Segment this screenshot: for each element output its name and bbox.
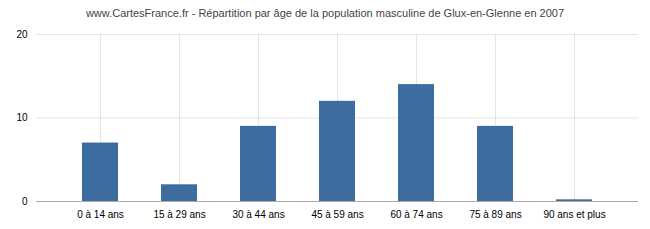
svg-text:20: 20: [16, 29, 28, 40]
svg-text:75 à 89 ans: 75 à 89 ans: [469, 209, 521, 220]
html-text:www.CartesFrance.fr - Répartit: www.CartesFrance.fr - Répartition par âg…: [85, 7, 565, 19]
svg-text:0 à 14 ans: 0 à 14 ans: [77, 209, 124, 220]
svg-text:45 à 59 ans: 45 à 59 ans: [311, 209, 363, 220]
svg-text:30 à 44 ans: 30 à 44 ans: [232, 209, 284, 220]
svg-text:60 à 74 ans: 60 à 74 ans: [390, 209, 442, 220]
svg-text:15 à 29 ans: 15 à 29 ans: [153, 209, 205, 220]
svg-text:10: 10: [16, 112, 28, 123]
svg-text:0: 0: [22, 196, 28, 207]
svg-text:90 ans et plus: 90 ans et plus: [543, 209, 605, 220]
